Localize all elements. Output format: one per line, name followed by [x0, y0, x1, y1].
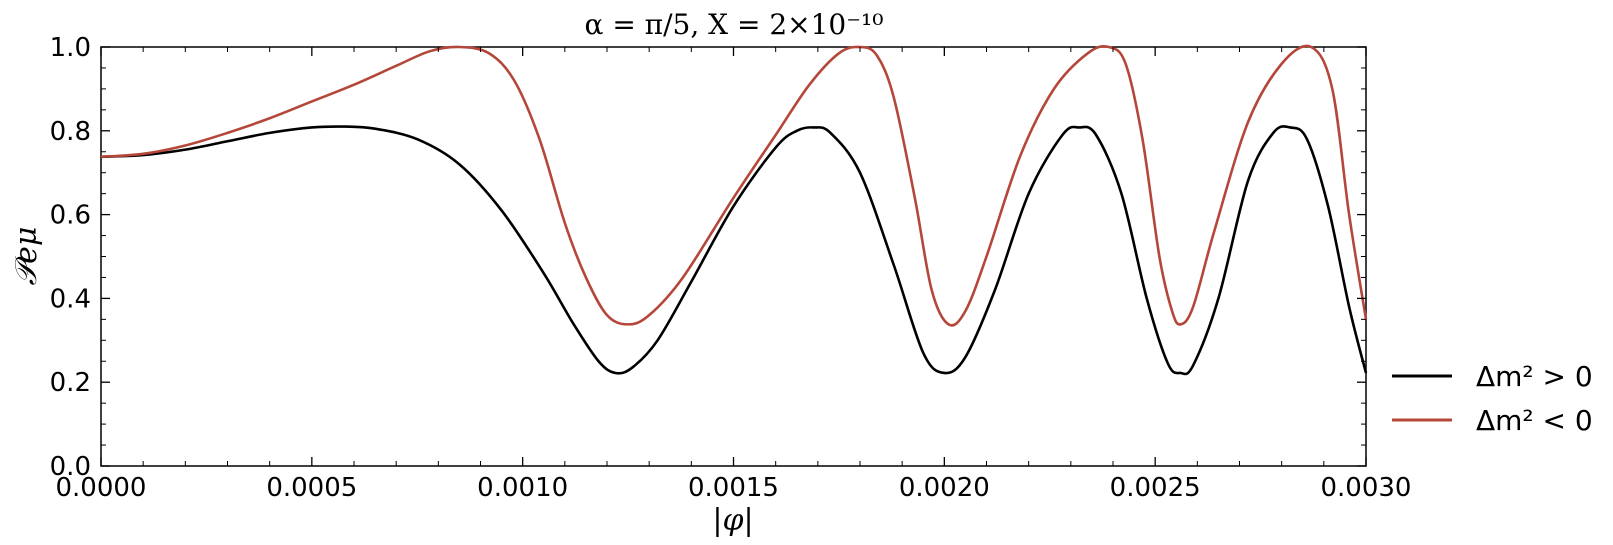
x-axis-label: |φ| — [712, 503, 753, 538]
legend-label-negative: Δm² < 0 — [1476, 404, 1593, 437]
y-tick-label: 0.0 — [50, 452, 91, 482]
x-tick-label: 0.0015 — [688, 473, 779, 503]
chart-title: α = π/5, X = 2×10⁻¹⁰ — [585, 8, 884, 41]
y-axis-label: 𝒫eμ — [9, 227, 44, 286]
legend-label-positive: Δm² > 0 — [1476, 360, 1593, 393]
x-tick-label: 0.0005 — [266, 473, 357, 503]
y-tick-label: 0.2 — [50, 368, 91, 398]
y-tick-label: 0.6 — [50, 201, 91, 231]
x-tick-label: 0.0020 — [899, 473, 990, 503]
series-line-0 — [100, 125, 1368, 376]
x-tick-label: 0.0025 — [1110, 473, 1201, 503]
x-tick-label: 0.0000 — [56, 473, 147, 503]
plot-area: 0.0000 0.0005 0.0010 0.0015 0.0020 0.0025 0.00… — [50, 33, 1412, 503]
y-tick-label: 1.0 — [50, 33, 91, 63]
ticks-layer: 0.0000 0.0005 0.0010 0.0015 0.0020 0.0025 0.00… — [50, 33, 1412, 503]
y-tick-label: 0.4 — [50, 284, 91, 314]
x-tick-label: 0.0010 — [477, 473, 568, 503]
legend: Δm² > 0 Δm² < 0 — [1392, 360, 1593, 437]
series-line-1 — [100, 44, 1368, 327]
x-tick-label: 0.0030 — [1321, 473, 1412, 503]
y-tick-label: 0.8 — [50, 117, 91, 147]
series-layer — [100, 44, 1368, 376]
